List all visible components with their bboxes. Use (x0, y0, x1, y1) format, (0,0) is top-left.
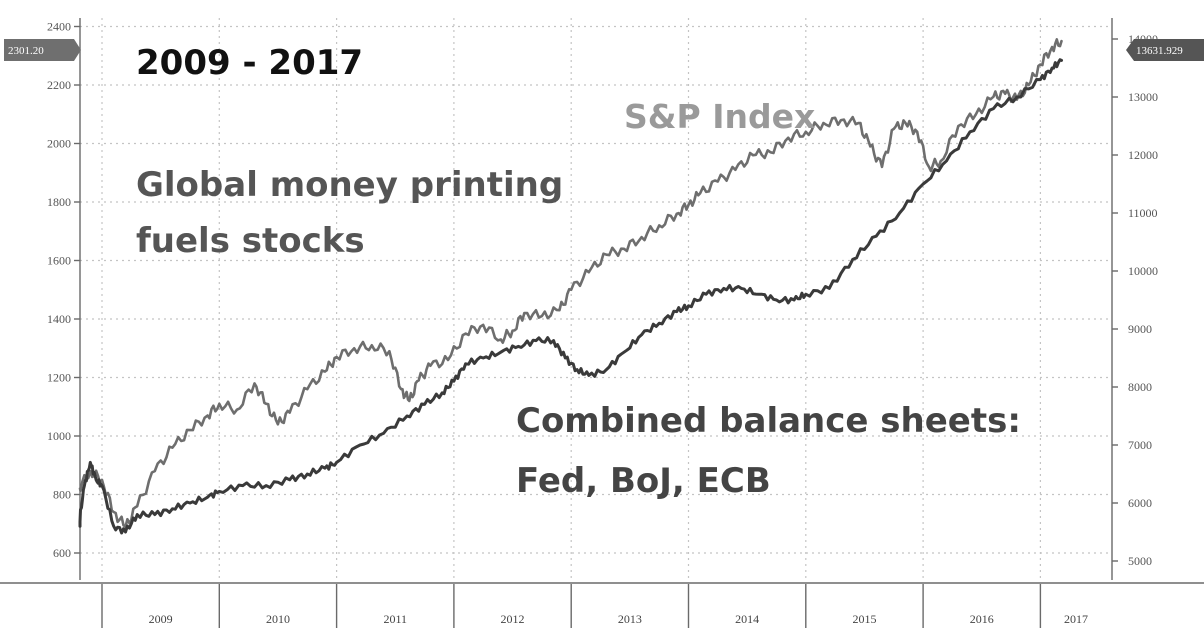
x-tick-label: 2016 (970, 612, 994, 626)
right-tick-label: 8000 (1128, 380, 1152, 394)
x-tick-label: 2011 (383, 612, 407, 626)
right-tick-label: 13000 (1128, 90, 1158, 104)
right-tick-label: 10000 (1128, 264, 1158, 278)
right-tick-label: 5000 (1128, 554, 1152, 568)
right-last-value-flag: 13631.929 (1126, 39, 1204, 61)
annotation-fed-boj-ecb: Fed, BoJ, ECB (516, 461, 771, 501)
x-tick-label: 2013 (618, 612, 642, 626)
gridlines (80, 18, 1112, 578)
left-tick-label: 800 (53, 488, 71, 502)
x-tick-label: 2015 (852, 612, 876, 626)
x-tick-label: 2014 (735, 612, 759, 626)
left-tick-label: 1200 (47, 371, 71, 385)
right-tick-label: 7000 (1128, 438, 1152, 452)
sp-index-line (78, 38, 1063, 528)
left-last-value-flag: 2301.20 (4, 39, 81, 61)
right-tick-label: 12000 (1128, 148, 1158, 162)
left-tick-label: 1000 (47, 429, 71, 443)
left-tick-label: 2400 (47, 20, 71, 34)
annotation-global-money: Global money printing (136, 165, 563, 205)
left-tick-label: 1600 (47, 254, 71, 268)
x-tick-label: 2017 (1064, 612, 1088, 626)
axes: 600 800 1000 1200 1400 1600 1800 2000 2200 2400 50… (0, 18, 1204, 628)
right-tick-label: 6000 (1128, 496, 1152, 510)
chart-title: 2009 - 2017 (136, 43, 363, 83)
annotation-combined-balance: Combined balance sheets: (516, 401, 1021, 441)
right-tick-label: 11000 (1128, 206, 1158, 220)
right-tick-label: 9000 (1128, 322, 1152, 336)
left-tick-label: 1400 (47, 312, 71, 326)
left-tick-label: 1800 (47, 195, 71, 209)
legend-sp-index: S&P Index (624, 97, 815, 136)
left-tick-label: 2000 (47, 137, 71, 151)
series-lines (78, 38, 1063, 535)
left-tick-label: 2200 (47, 78, 71, 92)
right-last-value-label: 13631.929 (1136, 45, 1183, 57)
left-tick-label: 600 (53, 546, 71, 560)
x-tick-label: 2009 (149, 612, 173, 626)
x-tick-label: 2010 (266, 612, 290, 626)
balance-sheet-line (78, 58, 1063, 535)
annotation-fuels-stocks: fuels stocks (136, 221, 365, 261)
x-tick-label: 2012 (501, 612, 525, 626)
left-last-value-label: 2301.20 (8, 45, 44, 57)
